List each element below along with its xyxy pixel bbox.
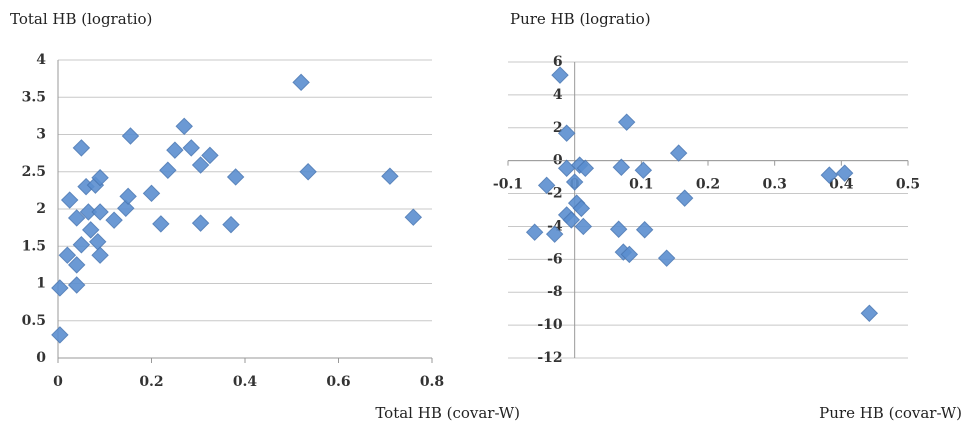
x-tick-label: 0.4 xyxy=(829,177,854,193)
y-tick-label: 2.5 xyxy=(22,164,46,180)
y-tick-label: -6 xyxy=(547,251,563,267)
y-tick-label: 1 xyxy=(36,276,46,292)
data-point xyxy=(82,221,100,239)
x-tick-label: 0.2 xyxy=(696,177,720,193)
y-tick-label: 0.5 xyxy=(22,313,46,329)
data-point xyxy=(620,245,639,264)
data-point xyxy=(612,158,631,176)
data-point xyxy=(574,217,593,236)
x-tick-label: 0.2 xyxy=(139,374,163,390)
x-tick-label: 0.3 xyxy=(762,177,786,193)
data-point xyxy=(226,168,245,186)
data-point xyxy=(142,184,161,203)
data-point xyxy=(79,203,98,221)
y-tick-label: 6 xyxy=(553,54,563,70)
data-point xyxy=(576,159,595,177)
data-point xyxy=(105,211,123,229)
data-point xyxy=(557,124,576,142)
data-point xyxy=(860,304,879,322)
data-point xyxy=(545,225,564,243)
data-point xyxy=(191,214,210,232)
x-tick-label: 0 xyxy=(53,374,63,390)
data-point xyxy=(67,256,86,274)
data-point xyxy=(72,236,91,254)
data-point xyxy=(292,73,310,92)
data-point xyxy=(675,189,694,207)
data-point xyxy=(60,191,79,209)
y-tick-label: 3.5 xyxy=(22,89,46,105)
data-point xyxy=(404,208,423,226)
data-point xyxy=(537,176,556,195)
y-tick-label: -12 xyxy=(537,350,562,366)
data-point xyxy=(201,146,219,165)
x-tick-label: -0.1 xyxy=(493,177,523,193)
data-point xyxy=(299,163,317,181)
data-point xyxy=(72,139,91,157)
y-tick-label: 1.5 xyxy=(22,238,46,254)
y-tick-label: -10 xyxy=(537,317,563,333)
y-tick-label: -8 xyxy=(547,284,563,300)
data-point xyxy=(222,215,240,234)
x-tick-label: 0.1 xyxy=(629,177,653,193)
data-point xyxy=(91,246,109,264)
y-tick-label: 4 xyxy=(36,52,46,68)
x-axis-label: Pure HB (covar-W) xyxy=(819,404,962,422)
data-point xyxy=(835,164,854,182)
data-point xyxy=(609,220,628,238)
data-point xyxy=(51,326,69,344)
x-axis-label: Total HB (covar-W) xyxy=(375,404,520,422)
data-point xyxy=(159,161,177,179)
data-point xyxy=(121,127,140,145)
data-point xyxy=(117,199,135,217)
x-tick-label: 0.5 xyxy=(896,177,920,193)
data-point xyxy=(669,144,688,162)
y-tick-label: 2 xyxy=(36,201,46,217)
y-tick-label: 4 xyxy=(553,87,563,103)
data-point xyxy=(166,141,184,159)
x-tick-label: 0.6 xyxy=(326,374,350,390)
data-point xyxy=(635,221,654,239)
data-point xyxy=(91,203,109,221)
data-point xyxy=(617,113,636,131)
chart-title: Pure HB (logratio) xyxy=(510,10,651,28)
data-point xyxy=(152,215,170,233)
y-tick-label: 0 xyxy=(36,350,46,366)
data-point xyxy=(525,223,544,241)
data-point xyxy=(191,156,210,174)
data-point xyxy=(551,66,569,84)
data-point xyxy=(572,199,591,218)
data-point xyxy=(91,169,109,187)
data-point xyxy=(67,209,86,227)
data-point xyxy=(820,166,839,184)
data-point xyxy=(565,173,584,191)
x-tick-label: 0.8 xyxy=(420,374,444,390)
data-point xyxy=(175,117,193,136)
data-point xyxy=(562,211,581,229)
data-point xyxy=(119,187,137,206)
data-point xyxy=(67,276,86,294)
x-tick-label: 0.4 xyxy=(233,374,258,390)
data-point xyxy=(381,167,399,185)
data-point xyxy=(182,139,200,157)
y-tick-label: 2 xyxy=(553,120,563,136)
data-point xyxy=(634,161,653,179)
data-point xyxy=(58,246,77,264)
chart-title: Total HB (logratio) xyxy=(10,10,152,28)
data-point xyxy=(657,249,676,267)
data-point xyxy=(51,279,69,297)
y-tick-label: 3 xyxy=(36,127,46,143)
